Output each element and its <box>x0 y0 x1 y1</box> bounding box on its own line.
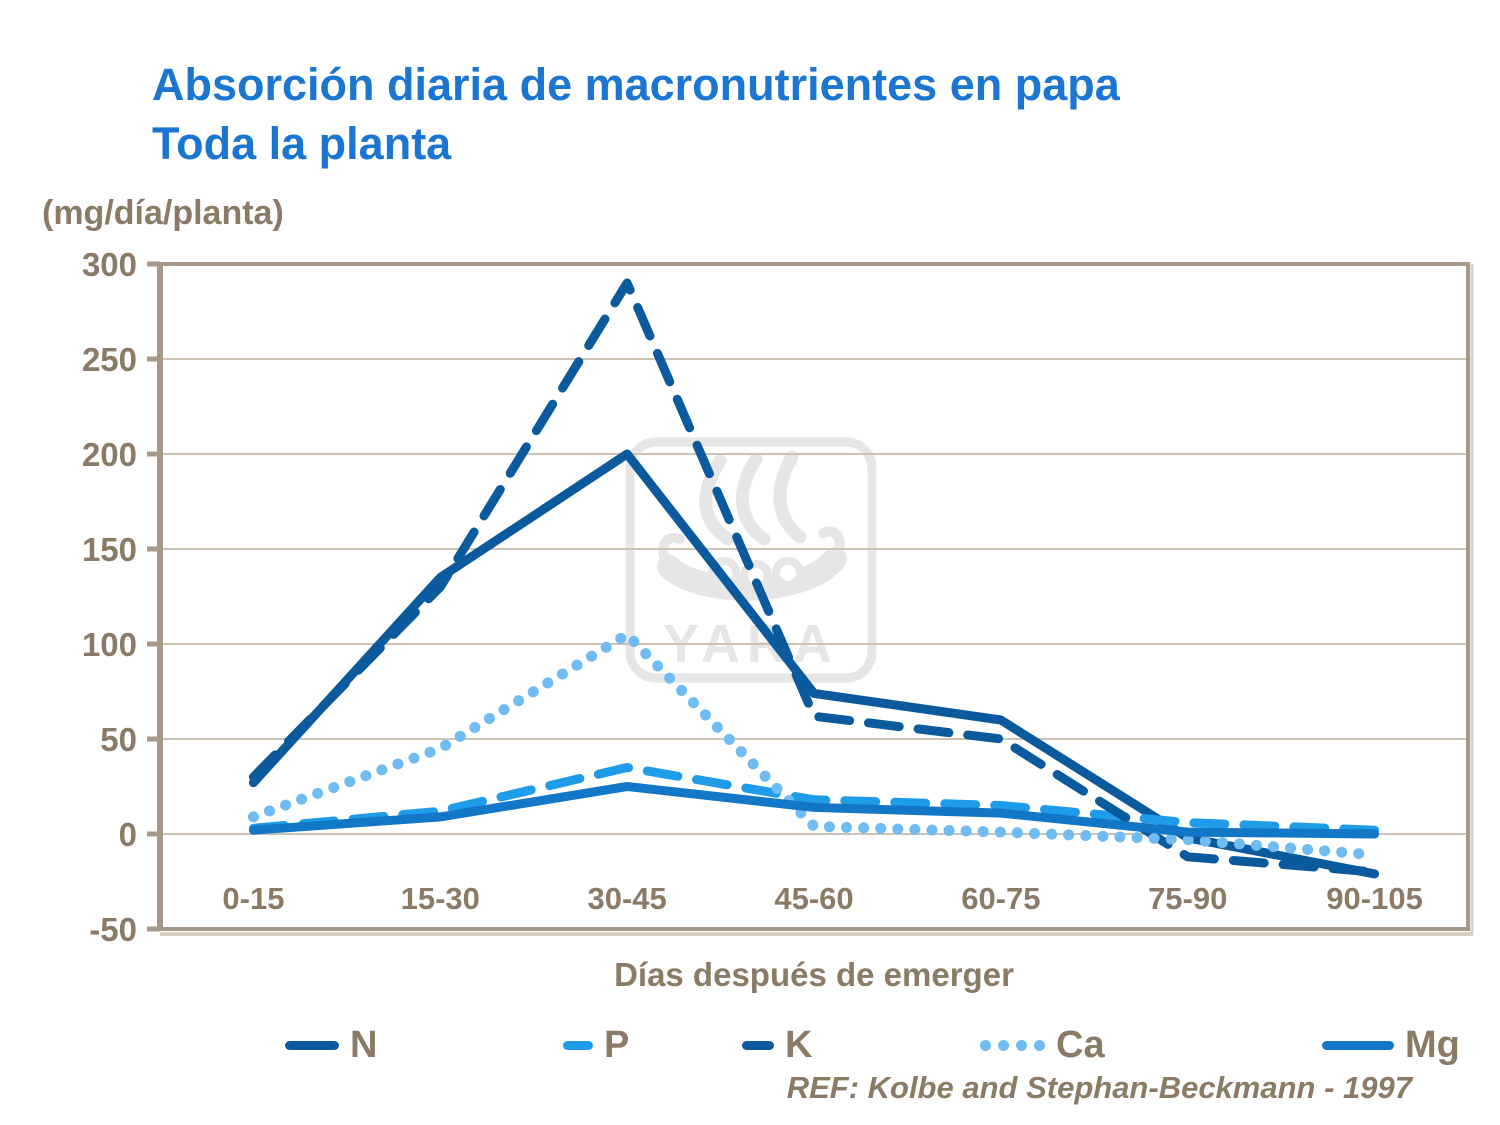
plot-border <box>147 261 1474 936</box>
y-tick-label: 200 <box>82 436 137 473</box>
y-tick-label: 300 <box>82 246 137 283</box>
legend-item-Ca: Ca <box>980 1022 1105 1068</box>
x-category-label: 15-30 <box>401 881 480 916</box>
series-line-Mg <box>248 782 1380 839</box>
legend-swatch-P <box>563 1040 593 1050</box>
legend-swatch-Mg <box>1322 1040 1394 1050</box>
y-tick-label: 100 <box>82 626 137 663</box>
legend-swatch-K <box>742 1040 774 1050</box>
gridlines <box>160 358 1468 835</box>
y-tick-label: 0 <box>119 816 137 853</box>
legend-item-P: P <box>563 1022 629 1068</box>
legend-label-K: K <box>785 1024 813 1066</box>
y-tick-label: -50 <box>89 911 137 948</box>
legend-item-Mg: Mg <box>1322 1022 1460 1068</box>
x-category-label: 0-15 <box>222 881 284 916</box>
chart-title-line1: Absorción diaria de macronutrientes en p… <box>152 59 1120 110</box>
legend-label-N: N <box>350 1024 378 1066</box>
y-tick-label: 250 <box>82 341 137 378</box>
watermark-sail-1 <box>699 454 735 546</box>
legend-item-K: K <box>742 1022 812 1068</box>
chart-title: Absorción diaria de macronutrientes en p… <box>152 56 1120 173</box>
x-category-label: 45-60 <box>774 881 853 916</box>
chart-title-line2: Toda la planta <box>152 117 452 169</box>
x-category-label: 30-45 <box>587 881 666 916</box>
watermark-sail-3 <box>773 450 807 544</box>
legend-item-N: N <box>285 1022 377 1068</box>
legend-swatch-N <box>285 1040 339 1050</box>
watermark-sail-2 <box>736 452 771 546</box>
y-axis-unit-label: (mg/día/planta) <box>42 194 284 232</box>
x-category-label: 60-75 <box>961 881 1040 916</box>
series-line-Ca <box>247 629 1381 861</box>
series-line-P <box>248 763 1380 835</box>
x-axis-title: Días después de emerger <box>614 956 1014 993</box>
y-tick-label: 50 <box>100 721 137 758</box>
watermark-tail <box>658 532 685 574</box>
watermark-head <box>818 526 845 566</box>
y-tick-labels: 300 250 200 150 100 50 0 -50 <box>82 246 137 948</box>
x-category-label: 75-90 <box>1148 881 1227 916</box>
series-line-K <box>248 278 1380 877</box>
x-category-labels: 0-15 15-30 30-45 45-60 60-75 75-90 90-105 <box>222 881 1422 916</box>
reference-note: REF: Kolbe and Stephan-Beckmann - 1997 <box>786 1070 1412 1105</box>
x-category-label: 90-105 <box>1326 881 1423 916</box>
legend-label-P: P <box>604 1024 630 1066</box>
legend-label-Ca: Ca <box>1056 1024 1105 1066</box>
y-tick-label: 150 <box>82 531 137 568</box>
legend-label-Mg: Mg <box>1405 1024 1460 1066</box>
legend-swatch-Ca <box>980 1039 1045 1051</box>
